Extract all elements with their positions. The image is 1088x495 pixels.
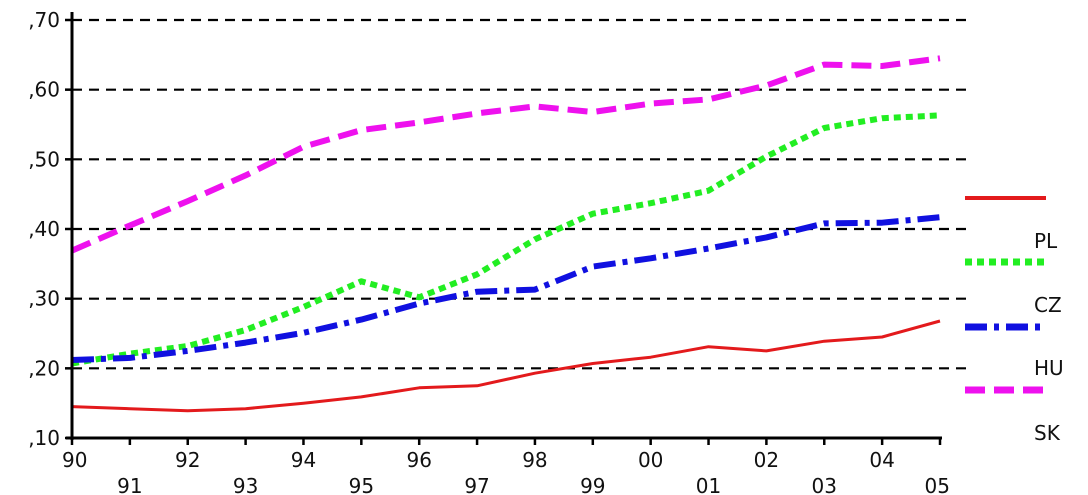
x-tick-label-8: 98 xyxy=(522,448,547,472)
series-line-hu xyxy=(71,214,941,363)
x-tick-label-9: 99 xyxy=(580,474,605,495)
x-tick-label-0: 90 xyxy=(62,448,87,472)
tick-labels: ,10 ,20 ,30 ,40 ,50 ,60 ,70 90 91 92 93 94 95 96 97 98 9… xyxy=(28,8,950,495)
legend-label-cz: CZ xyxy=(1034,293,1062,317)
y-tick-label-2: ,30 xyxy=(28,287,60,311)
series-line-cz xyxy=(71,112,941,367)
y-tick-label-6: ,70 xyxy=(28,8,60,32)
legend: PL CZ HU SK xyxy=(965,196,1064,445)
legend-label-pl: PL xyxy=(1034,229,1058,253)
x-tick-label-7: 97 xyxy=(464,474,489,495)
x-tick-label-13: 03 xyxy=(812,474,837,495)
y-tick-label-3: ,40 xyxy=(28,217,60,241)
legend-label-hu: HU xyxy=(1034,356,1064,380)
x-tick-label-10: 00 xyxy=(638,448,663,472)
series-lines xyxy=(70,55,941,413)
x-tick-label-3: 93 xyxy=(233,474,258,495)
x-tick-label-2: 92 xyxy=(175,448,200,472)
series-line-sk xyxy=(70,55,941,254)
series-line-pl xyxy=(71,319,941,413)
grid-lines xyxy=(72,18,970,370)
y-tick-label-0: ,10 xyxy=(28,426,60,450)
x-tick-label-14: 04 xyxy=(869,448,894,472)
x-tick-label-4: 94 xyxy=(291,448,316,472)
x-tick-label-11: 01 xyxy=(696,474,721,495)
y-tick-label-4: ,50 xyxy=(28,147,60,171)
x-tick-label-6: 96 xyxy=(406,448,431,472)
legend-label-sk: SK xyxy=(1034,421,1061,445)
x-tick-label-12: 02 xyxy=(754,448,779,472)
y-tick-label-1: ,20 xyxy=(28,356,60,380)
y-tick-label-5: ,60 xyxy=(28,78,60,102)
x-tick-label-5: 95 xyxy=(349,474,374,495)
x-tick-label-15: 05 xyxy=(925,474,950,495)
x-tick-label-1: 91 xyxy=(117,474,142,495)
